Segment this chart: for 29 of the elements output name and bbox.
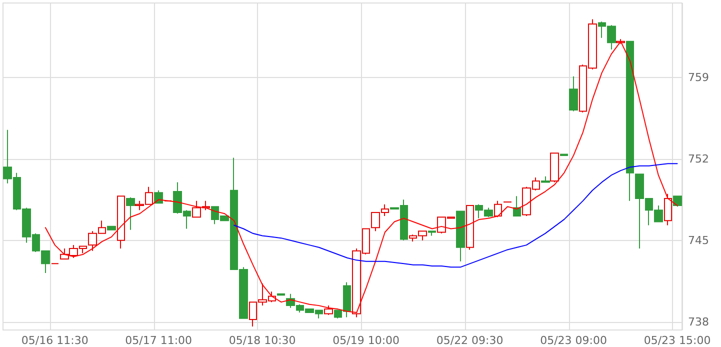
y-tick-label: 752 <box>688 152 709 166</box>
candlestick <box>541 176 550 183</box>
candlestick <box>428 230 436 236</box>
candlestick <box>456 210 465 262</box>
y-tick-label: 759 <box>688 70 709 84</box>
x-tick-label: 05/17 11:00 <box>125 334 192 347</box>
candlestick <box>494 200 502 218</box>
candlestick <box>550 152 559 183</box>
x-tick-label: 05/23 15:00 <box>644 334 711 347</box>
candlestick <box>513 196 521 216</box>
x-tick-label: 05/18 10:30 <box>228 334 296 347</box>
candlestick <box>664 193 672 226</box>
candlestick <box>324 305 333 316</box>
candlestick <box>626 40 634 202</box>
x-tick-label: 05/19 10:00 <box>332 334 400 347</box>
candlestick <box>466 204 474 250</box>
candlestick <box>126 196 135 230</box>
line-series <box>234 163 678 268</box>
y-tick-label: 745 <box>688 234 709 247</box>
candlestick <box>117 196 125 250</box>
candlestick <box>673 196 682 208</box>
x-tick-label: 05/16 11:30 <box>21 334 88 347</box>
y-tick-label: 738 <box>688 315 709 328</box>
x-tick-label: 05/22 09:30 <box>436 334 504 347</box>
candlestick <box>277 293 285 296</box>
candlestick <box>107 226 116 230</box>
x-tick-label: 05/23 09:00 <box>540 334 607 347</box>
line-series <box>44 40 678 314</box>
candlestick <box>569 76 578 112</box>
